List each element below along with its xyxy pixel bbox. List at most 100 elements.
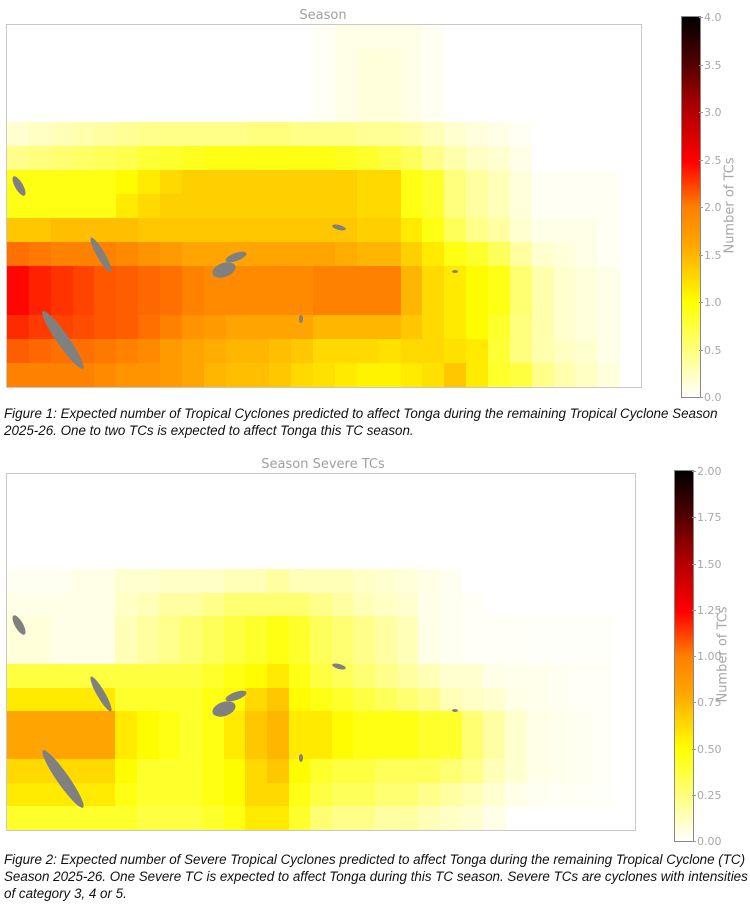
heatmap-cell (531, 314, 555, 340)
heatmap-cell (50, 169, 74, 195)
heatmap-cell (418, 758, 441, 784)
colorbar-tick-label: 1.0 (699, 296, 722, 309)
heatmap-cell (440, 782, 463, 807)
heatmap-cell (180, 758, 203, 784)
heatmap-cell (422, 73, 445, 98)
heatmap-cell (291, 266, 314, 291)
heatmap-cell (7, 362, 30, 387)
heatmap-cell (115, 616, 138, 641)
heatmap-cell (115, 568, 138, 594)
heatmap-cell (553, 290, 576, 316)
heatmap-cell (50, 290, 74, 316)
heatmap-cell (440, 687, 463, 712)
heatmap-cell (313, 169, 336, 195)
heatmap-cell (50, 711, 73, 736)
heatmap-cell (50, 121, 74, 147)
heatmap-cell (597, 266, 620, 291)
heatmap-cell (461, 806, 484, 830)
heatmap-cell (440, 616, 463, 641)
heatmap-cell (116, 218, 139, 243)
heatmap-grid (7, 474, 635, 830)
heatmap-cell (181, 193, 205, 219)
heatmap-cell (505, 711, 528, 736)
heatmap-cell (378, 73, 401, 98)
heatmap-cell (50, 193, 74, 219)
heatmap-cell (483, 782, 506, 807)
heatmap-cell (356, 242, 380, 267)
figure-2-colorbar (674, 470, 694, 842)
heatmap-cell (466, 145, 489, 171)
island-land-shape (299, 315, 303, 323)
heatmap-cell (288, 806, 311, 830)
heatmap-cell (94, 145, 117, 171)
heatmap-cell (28, 193, 52, 219)
heatmap-cell (356, 169, 380, 195)
heatmap-cell (160, 314, 183, 340)
heatmap-cell (378, 362, 401, 387)
heatmap-cell (158, 640, 181, 665)
heatmap-cell (94, 169, 117, 195)
heatmap-cell (160, 121, 183, 147)
heatmap-cell (422, 290, 445, 316)
heatmap-cell (331, 616, 354, 641)
heatmap-cell (288, 568, 311, 594)
heatmap-cell (375, 640, 398, 665)
heatmap-cell (334, 218, 358, 243)
heatmap-cell (50, 806, 73, 830)
heatmap-cell (223, 616, 246, 641)
figure-1-heatmap-map (6, 24, 642, 388)
heatmap-cell (418, 806, 441, 830)
heatmap-cell (160, 145, 183, 171)
heatmap-cell (378, 290, 401, 316)
heatmap-cell (378, 25, 401, 50)
heatmap-cell (269, 121, 292, 147)
heatmap-cell (400, 193, 423, 219)
heatmap-cell (291, 145, 314, 171)
heatmap-cell (136, 616, 160, 641)
heatmap-cell (7, 290, 30, 316)
heatmap-cell (526, 735, 549, 760)
heatmap-cell (461, 782, 484, 807)
heatmap-cell (422, 338, 445, 364)
heatmap-cell (334, 338, 358, 364)
heatmap-cell (487, 218, 511, 243)
heatmap-cell (509, 290, 533, 316)
heatmap-cell (203, 338, 227, 364)
heatmap-cell (548, 711, 571, 736)
heatmap-cell (225, 193, 248, 219)
heatmap-cell (400, 145, 423, 171)
figure-1-colorbar-label: Number of TCs (722, 157, 738, 254)
heatmap-cell (461, 640, 484, 665)
heatmap-cell (266, 806, 289, 830)
heatmap-cell (444, 290, 467, 316)
heatmap-cell (444, 218, 467, 243)
heatmap-cell (288, 616, 311, 641)
heatmap-cell (334, 290, 358, 316)
heatmap-grid (7, 25, 641, 387)
heatmap-cell (50, 663, 73, 689)
heatmap-cell (466, 121, 489, 147)
heatmap-cell (181, 290, 205, 316)
heatmap-cell (356, 145, 380, 171)
heatmap-cell (313, 290, 336, 316)
heatmap-cell (575, 169, 598, 195)
heatmap-cell (313, 193, 336, 219)
heatmap-cell (553, 266, 576, 291)
heatmap-cell (158, 616, 181, 641)
heatmap-cell (93, 568, 116, 594)
heatmap-cell (266, 758, 289, 784)
heatmap-cell (509, 314, 533, 340)
heatmap-cell (136, 663, 160, 689)
colorbar-tick-label: 4.0 (699, 11, 722, 24)
heatmap-cell (7, 735, 30, 760)
heatmap-cell (356, 362, 380, 387)
heatmap-cell (461, 592, 484, 617)
heatmap-cell (291, 218, 314, 243)
heatmap-cell (269, 193, 292, 219)
heatmap-cell (245, 592, 268, 617)
heatmap-cell (201, 735, 225, 760)
heatmap-cell (181, 314, 205, 340)
heatmap-cell (591, 758, 614, 784)
heatmap-cell (136, 568, 160, 594)
heatmap-cell (461, 616, 484, 641)
